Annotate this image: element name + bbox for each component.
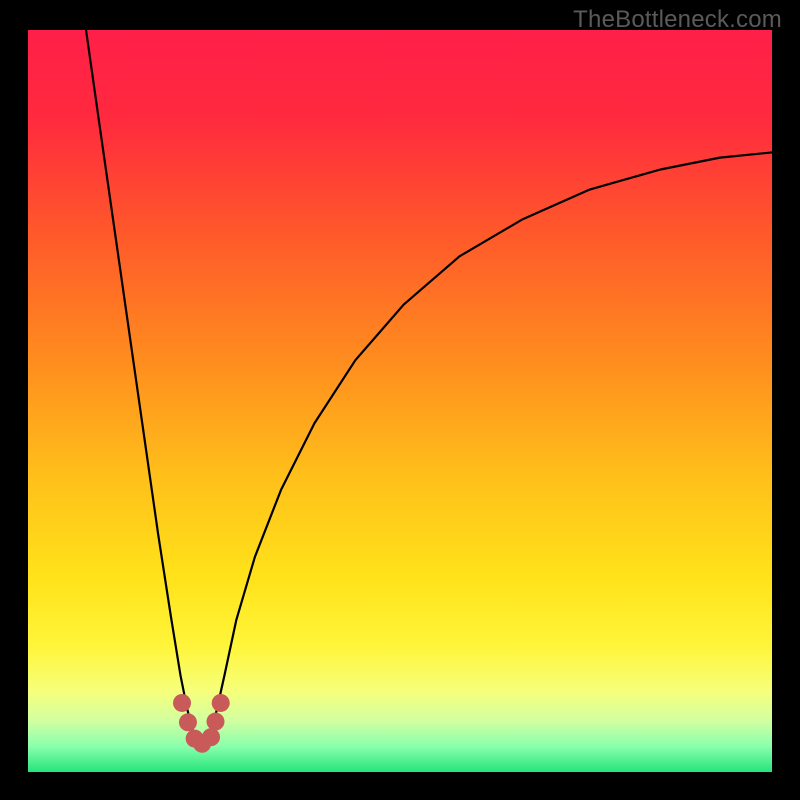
curve-layer — [28, 30, 772, 772]
chart-stage: TheBottleneck.com — [0, 0, 800, 800]
data-marker — [173, 694, 191, 712]
watermark-text: TheBottleneck.com — [573, 6, 782, 34]
data-marker — [202, 728, 220, 746]
data-marker — [206, 713, 224, 731]
bottleneck-curve — [86, 30, 772, 741]
data-marker — [179, 713, 197, 731]
data-marker — [212, 694, 230, 712]
